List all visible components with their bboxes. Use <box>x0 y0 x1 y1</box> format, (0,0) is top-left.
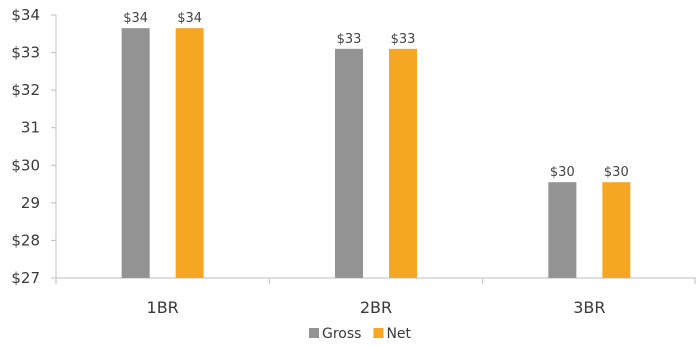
bar-gross-1br <box>121 28 150 279</box>
y-tick-label: $32 <box>11 81 40 99</box>
data-label: $33 <box>337 32 362 47</box>
legend-label-net: Net <box>386 326 411 342</box>
data-labels: $34 $34 $33 $33 $30 $30 <box>123 11 628 180</box>
bar-net-2br <box>389 48 417 278</box>
data-label: $34 <box>177 11 202 26</box>
x-axis: 1BR 2BR 3BR <box>55 277 696 317</box>
y-axis: $27 $28 29 $30 31 $32 $33 $34 <box>11 6 57 287</box>
bar-net-3br <box>602 182 631 278</box>
y-tick-label: $30 <box>11 156 40 174</box>
legend-swatch-gross <box>309 328 319 338</box>
legend: Gross Net <box>309 326 412 342</box>
data-label: $30 <box>550 165 575 180</box>
data-label: $33 <box>391 32 416 47</box>
y-tick-label: $28 <box>11 231 40 249</box>
x-category-label: 2BR <box>360 298 392 317</box>
bar-gross-3br <box>548 182 577 278</box>
bar-net-1br <box>175 28 204 279</box>
x-category-label: 3BR <box>573 298 605 317</box>
y-tick-label: 29 <box>21 194 40 212</box>
legend-label-gross: Gross <box>322 326 361 342</box>
bars <box>121 28 631 279</box>
data-label: $30 <box>604 165 629 180</box>
y-tick-label: $34 <box>11 6 40 24</box>
legend-swatch-net <box>373 328 384 338</box>
x-category-label: 1BR <box>147 298 179 317</box>
y-tick-label: $33 <box>11 44 40 62</box>
bar-gross-2br <box>335 48 363 278</box>
y-tick-label: 31 <box>21 119 40 137</box>
data-label: $34 <box>123 11 148 26</box>
y-tick-label: $27 <box>11 269 40 287</box>
